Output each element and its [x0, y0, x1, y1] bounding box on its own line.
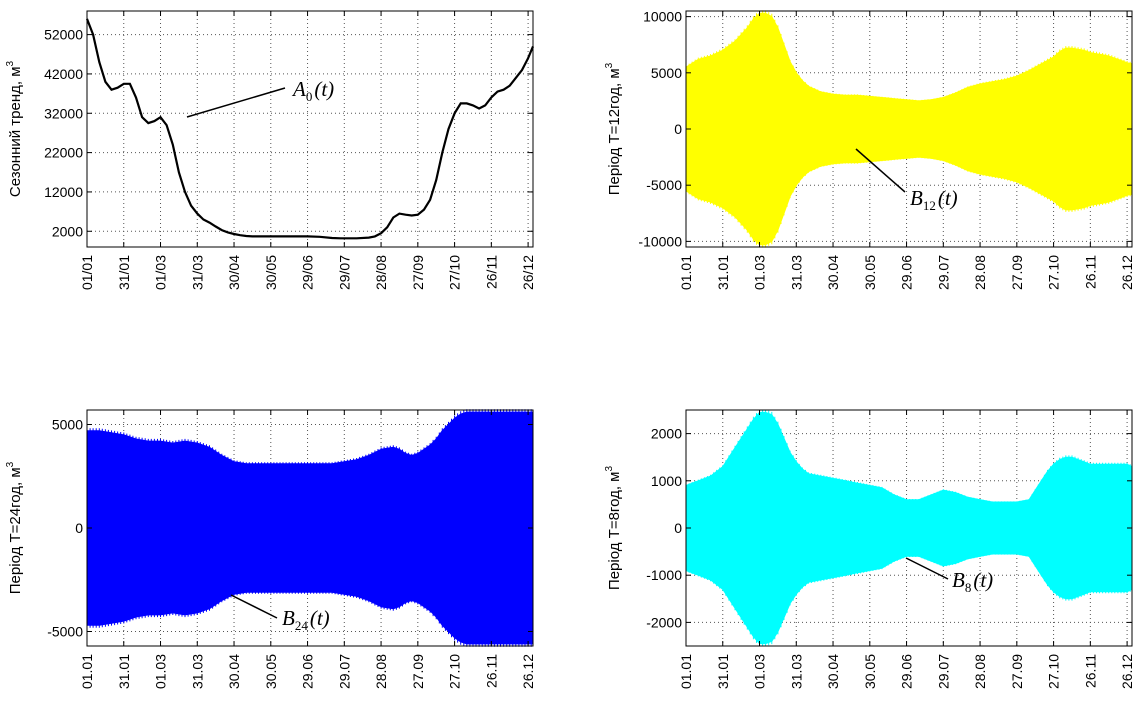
x-tick-label: 28.08: [972, 654, 988, 689]
x-tick-label: 27/10: [447, 255, 463, 290]
y-tick-label: 0: [674, 121, 682, 137]
x-tick-label: 26.11: [483, 654, 499, 688]
x-tick-label: 30.05: [862, 654, 878, 689]
annotation-label: B12(t): [910, 186, 958, 213]
x-tick-label: 30.05: [263, 654, 279, 689]
annotation-label: B24(t): [282, 606, 330, 633]
annotation-pointer: [186, 87, 286, 118]
x-tick-label: 31/03: [189, 255, 205, 290]
x-tick-label: 01.01: [79, 654, 95, 689]
x-tick-label: 31.01: [715, 654, 731, 689]
y-tick-label: 2000: [651, 426, 682, 442]
x-tick-label: 26.12: [1119, 654, 1135, 689]
x-tick-label: 01/01: [79, 255, 95, 290]
x-tick-label: 29.06: [899, 255, 915, 290]
x-tick-label: 01.03: [153, 654, 169, 689]
y-tick-label: -1000: [646, 567, 682, 583]
annotation-pointer: [855, 148, 906, 193]
x-tick-label: 27.10: [1046, 654, 1062, 689]
annotation-pointer: [230, 594, 278, 619]
y-tick-label: -5000: [47, 624, 83, 640]
chart-panel-4: -2000 -1000 0 1000 2000 01.01 31.01 01.03 31.03 3…: [604, 409, 1135, 689]
y-tick-label: 32000: [44, 105, 83, 121]
x-tick-label: 31.01: [715, 255, 731, 290]
y-tick-label: 12000: [44, 184, 83, 200]
y-tick-label: 1000: [651, 473, 682, 489]
x-tick-label: 01/03: [153, 255, 169, 290]
x-tick-label: 31.03: [189, 654, 205, 689]
x-tick-label: 27.09: [1009, 654, 1025, 689]
x-tick-label: 27/09: [410, 255, 426, 290]
x-tick-label: 26.11: [1082, 255, 1098, 289]
chart-panel-3: -5000 0 5000 01.01 31.01 01.03 31.03 30.04 30.05…: [5, 409, 536, 689]
x-tick-label: 26/11: [483, 255, 499, 289]
x-tick-label: 30/04: [226, 255, 242, 290]
x-tick-label: 01.01: [678, 255, 694, 290]
y-tick-label: 42000: [44, 66, 83, 82]
y-tick-label: 22000: [44, 145, 83, 161]
x-tick-label: 29/06: [300, 255, 316, 290]
x-tick-label: 01.03: [752, 255, 768, 290]
x-tick-label: 27.09: [410, 654, 426, 689]
x-tick-label: 27.09: [1009, 255, 1025, 290]
x-tick-label: 28.08: [373, 654, 389, 689]
x-tick-label: 31.03: [788, 255, 804, 290]
x-tick-label: 26/12: [520, 255, 536, 290]
y-tick-label: 10000: [643, 9, 682, 25]
x-tick-label: 28.08: [972, 255, 988, 290]
x-tick-label: 26.12: [1119, 255, 1135, 290]
x-tick-label: 29/07: [336, 255, 352, 290]
y-tick-label: -2000: [646, 614, 682, 630]
y-tick-label: 5000: [651, 65, 682, 81]
y-tick-label: 0: [674, 520, 682, 536]
x-tick-label: 29.06: [300, 654, 316, 689]
x-tick-label: 29.07: [935, 255, 951, 290]
x-tick-label: 31.01: [116, 654, 132, 689]
x-tick-label: 27.10: [1046, 255, 1062, 290]
y-axis-label: Сезонний тренд, м3: [5, 60, 24, 197]
chart-panel-1: 2000 12000 22000 32000 42000 52000 01/01 31/01 0…: [5, 10, 536, 290]
x-tick-label: 01.03: [752, 654, 768, 689]
x-tick-label: 28/08: [373, 255, 389, 290]
annotation-pointer: [905, 557, 949, 580]
x-tick-label: 30.04: [226, 654, 242, 689]
x-tick-label: 30.04: [825, 255, 841, 290]
y-axis-label: Період Т=24год, м3: [5, 461, 24, 594]
plot-frame: [86, 10, 534, 248]
annotation-label: B8(t): [952, 568, 993, 595]
x-tick-label: 30.05: [862, 255, 878, 290]
x-tick-label: 26.11: [1082, 654, 1098, 688]
y-tick-label: -10000: [638, 233, 682, 249]
annotation-label: A0(t): [291, 77, 334, 104]
x-tick-label: 31.03: [788, 654, 804, 689]
plot-area: [87, 11, 533, 247]
x-tick-label: 27.10: [447, 654, 463, 689]
y-tick-label: 5000: [52, 416, 83, 432]
x-tick-label: 29.07: [935, 654, 951, 689]
trend-line: [85, 18, 535, 240]
x-tick-label: 26.12: [520, 654, 536, 689]
y-tick-label: 0: [75, 520, 83, 536]
x-tick-label: 29.07: [336, 654, 352, 689]
chart-panel-2: -10000 -5000 0 5000 10000 01.01 31.01 01.03 31.0…: [604, 9, 1135, 290]
y-axis-label: Період Т=8год, м3: [604, 466, 623, 591]
x-tick-label: 30.04: [825, 654, 841, 689]
x-tick-label: 30/05: [263, 255, 279, 290]
x-tick-label: 31/01: [116, 255, 132, 290]
x-tick-label: 29.06: [899, 654, 915, 689]
y-tick-label: 52000: [44, 27, 83, 43]
y-tick-label: -5000: [646, 177, 682, 193]
x-tick-label: 01.01: [678, 654, 694, 689]
y-axis-label: Період Т=12год, м3: [604, 62, 623, 195]
y-tick-label: 2000: [52, 223, 83, 239]
